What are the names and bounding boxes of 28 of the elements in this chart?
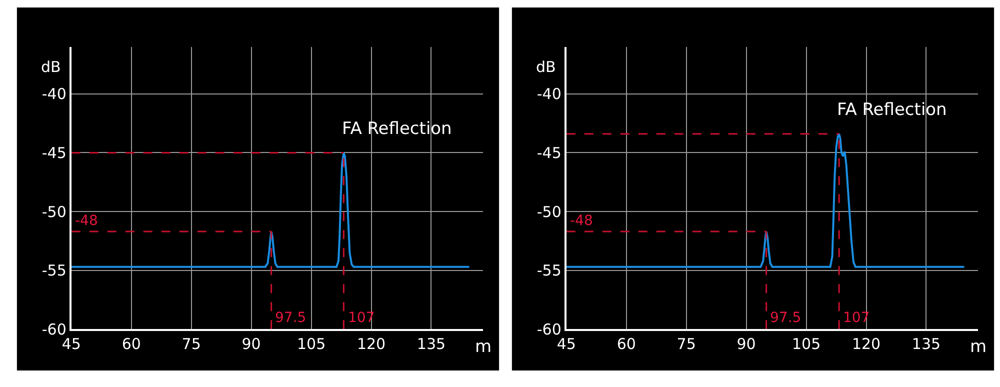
y-tick-label: -55 — [42, 262, 66, 280]
x-tick-label: 90 — [242, 335, 261, 354]
x-tick-label: 135 — [416, 335, 446, 354]
x-tick-label: 120 — [852, 335, 881, 354]
y-axis-title: dB — [41, 58, 61, 76]
y-axis-title: dB — [536, 58, 556, 76]
x-tick-label: 75 — [182, 335, 201, 354]
annotation: -48 — [570, 213, 593, 229]
y-tick-label: -50 — [536, 202, 562, 221]
x-axis-title: m — [970, 337, 987, 357]
x-tick-label: 60 — [616, 335, 636, 354]
annotation: 97.5 — [275, 310, 306, 326]
x-tick-label: 90 — [736, 335, 756, 354]
x-tick-label: 105 — [792, 335, 821, 354]
x-tick-label: 105 — [296, 335, 326, 354]
annotation: -48 — [75, 213, 98, 229]
x-axis-title: m — [475, 337, 492, 357]
x-tick-label: 120 — [356, 335, 386, 354]
y-tick-label: -50 — [42, 202, 66, 221]
x-tick-label: 75 — [676, 335, 696, 354]
y-tick-label: -55 — [536, 262, 562, 280]
x-tick-label: 135 — [912, 335, 941, 354]
y-tick-label: -40 — [536, 85, 562, 104]
y-tick-label: -45 — [536, 144, 562, 162]
annotation: 97.5 — [770, 310, 802, 326]
y-tick-label: -40 — [42, 85, 66, 104]
x-tick-label: 60 — [122, 335, 141, 354]
y-tick-label: -45 — [42, 144, 66, 162]
